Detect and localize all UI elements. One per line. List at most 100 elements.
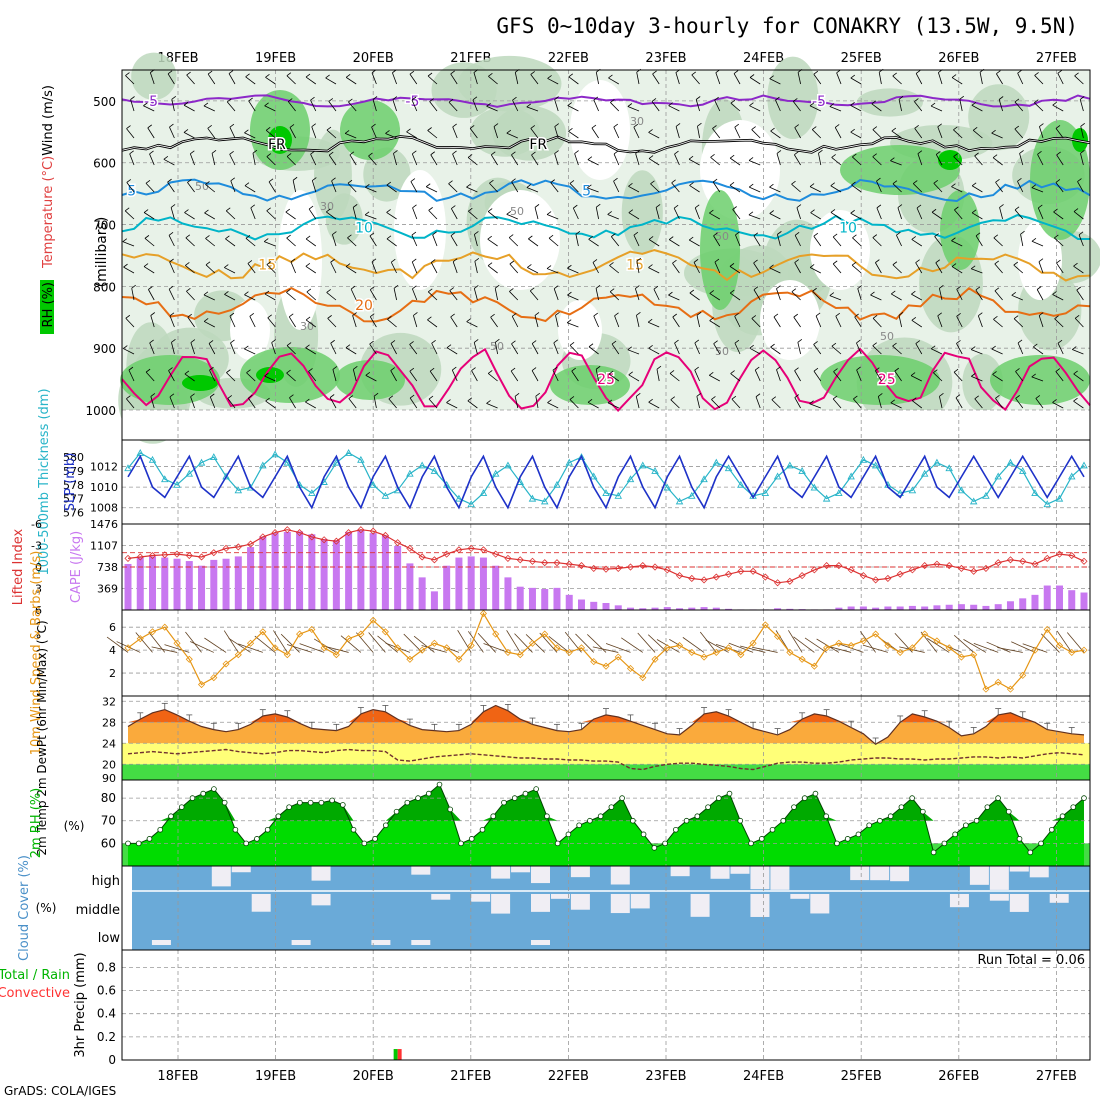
- wind-barb: [546, 268, 559, 274]
- rh-tick-label: 70: [101, 814, 116, 828]
- wind-barb-flag: [391, 258, 396, 263]
- lifted-index-marker: [761, 573, 769, 581]
- precip-axis: 0.80.60.40.20: [97, 960, 116, 1067]
- wind-barb-flag: [688, 236, 694, 241]
- wind-barb: [266, 156, 276, 166]
- wind-barb-flag: [452, 258, 458, 263]
- lifted-index-marker: [970, 567, 978, 575]
- wind-barb-flag: [991, 345, 996, 350]
- wind-barb-flag: [450, 70, 455, 75]
- wind-barb-flag: [609, 262, 614, 266]
- rh-moist-region: [363, 147, 411, 202]
- wind-barb-flag: [935, 259, 941, 264]
- wind-barb: [431, 343, 438, 355]
- wind-barb: [168, 370, 175, 382]
- cloud-row-label: middle: [76, 903, 120, 918]
- wind-barb: [286, 345, 296, 355]
- wind-barb: [1080, 126, 1084, 139]
- rh-marker: [758, 836, 765, 842]
- wind-barb: [1080, 153, 1084, 166]
- wind-barb: [894, 370, 902, 382]
- wind-barb-flag: [998, 96, 1004, 100]
- surface-wind-barb: [699, 631, 717, 653]
- wind-barb-flag: [246, 369, 251, 374]
- rh-marker: [533, 786, 539, 792]
- wind-barb-flag: [511, 340, 516, 345]
- wind-barb-flag: [150, 393, 156, 397]
- rh-marker: [748, 840, 754, 847]
- wind-barb-flag: [1073, 262, 1078, 267]
- wind-barb-flag: [670, 396, 675, 400]
- wind-barb: [530, 74, 539, 85]
- wind-barb: [349, 154, 357, 166]
- wind-barb-flag: [857, 285, 862, 289]
- wind-barb-flag: [486, 400, 491, 404]
- wind-barb-flag: [244, 129, 249, 134]
- pressure-tick-label: 1000: [85, 404, 116, 418]
- wind-barb-flag: [934, 233, 939, 237]
- thickness-marker: [896, 489, 904, 497]
- wind-barb: [748, 214, 761, 220]
- wind-barb: [975, 235, 983, 247]
- wind-barb-flag: [569, 396, 575, 400]
- wind-barb-flag: [1055, 179, 1061, 183]
- wind-barb: [910, 375, 922, 382]
- rh-marker: [952, 831, 958, 838]
- wind-barb-flag: [184, 209, 189, 213]
- chart-title: GFS 0~10day 3-hourly for CONAKRY (13.5W,…: [496, 14, 1078, 38]
- surface-wind-barb: [621, 637, 643, 653]
- wind-barb-flag: [1014, 125, 1020, 130]
- wind-barb-flag: [264, 290, 270, 295]
- wind-barb: [183, 132, 195, 139]
- wind-axis: 642: [109, 621, 116, 680]
- thickness-marker: [222, 472, 230, 480]
- wind-barb: [975, 289, 983, 301]
- cape-bar: [1043, 585, 1051, 610]
- wind-barb-flag: [472, 96, 478, 101]
- temperature-tick-label: 20: [102, 758, 116, 771]
- surface-wind-barb: [1022, 643, 1048, 653]
- wind-barb: [655, 207, 660, 220]
- cape-bar: [627, 607, 635, 610]
- rh-marker: [791, 804, 797, 810]
- wind-barb: [205, 264, 216, 274]
- wind-barb: [204, 212, 216, 220]
- wind-barb: [125, 317, 135, 328]
- wind-barb: [1038, 261, 1044, 274]
- thickness-marker: [810, 483, 819, 491]
- wind-barb: [751, 129, 761, 139]
- wind-speed-marker: [345, 635, 353, 643]
- wind-barb-flag: [264, 102, 269, 107]
- wind-barb-flag: [731, 395, 737, 400]
- cape-bar: [688, 607, 696, 610]
- wind-barb-flag: [250, 204, 256, 209]
- wind-barb: [203, 105, 215, 112]
- wind-barb-flag: [168, 285, 174, 290]
- wind-barb-flag: [409, 341, 414, 345]
- wind-barb-flag: [427, 72, 433, 77]
- temperature-tick-label: 24: [102, 737, 116, 750]
- wind-barb: [126, 182, 135, 193]
- wind-barb: [730, 373, 741, 382]
- isotherm-label: -5: [144, 94, 158, 110]
- surface-wind-barb: [403, 633, 423, 653]
- rh-marker: [447, 806, 454, 813]
- wind-barb-flag: [490, 313, 495, 318]
- wind-barb: [145, 182, 155, 193]
- date-label-top: 20FEB: [353, 51, 394, 66]
- wind-barb-flag: [512, 96, 517, 101]
- wind-barb-flag: [939, 284, 944, 289]
- wind-barb: [971, 185, 983, 193]
- wind-barb: [529, 290, 539, 301]
- wind-barb-flag: [526, 184, 532, 188]
- wind-barb-flag: [567, 264, 572, 269]
- wind-barb: [286, 75, 296, 85]
- wind-speed-marker: [504, 648, 512, 656]
- wind-barb: [386, 212, 397, 220]
- wind-barb-flag: [892, 180, 898, 184]
- cloud-gap-high: [1009, 866, 1029, 872]
- wind-barb: [289, 397, 296, 409]
- wind-barb-flag: [751, 315, 757, 319]
- wind-barb-flag: [487, 235, 492, 240]
- cloud-gap-middle: [311, 894, 331, 906]
